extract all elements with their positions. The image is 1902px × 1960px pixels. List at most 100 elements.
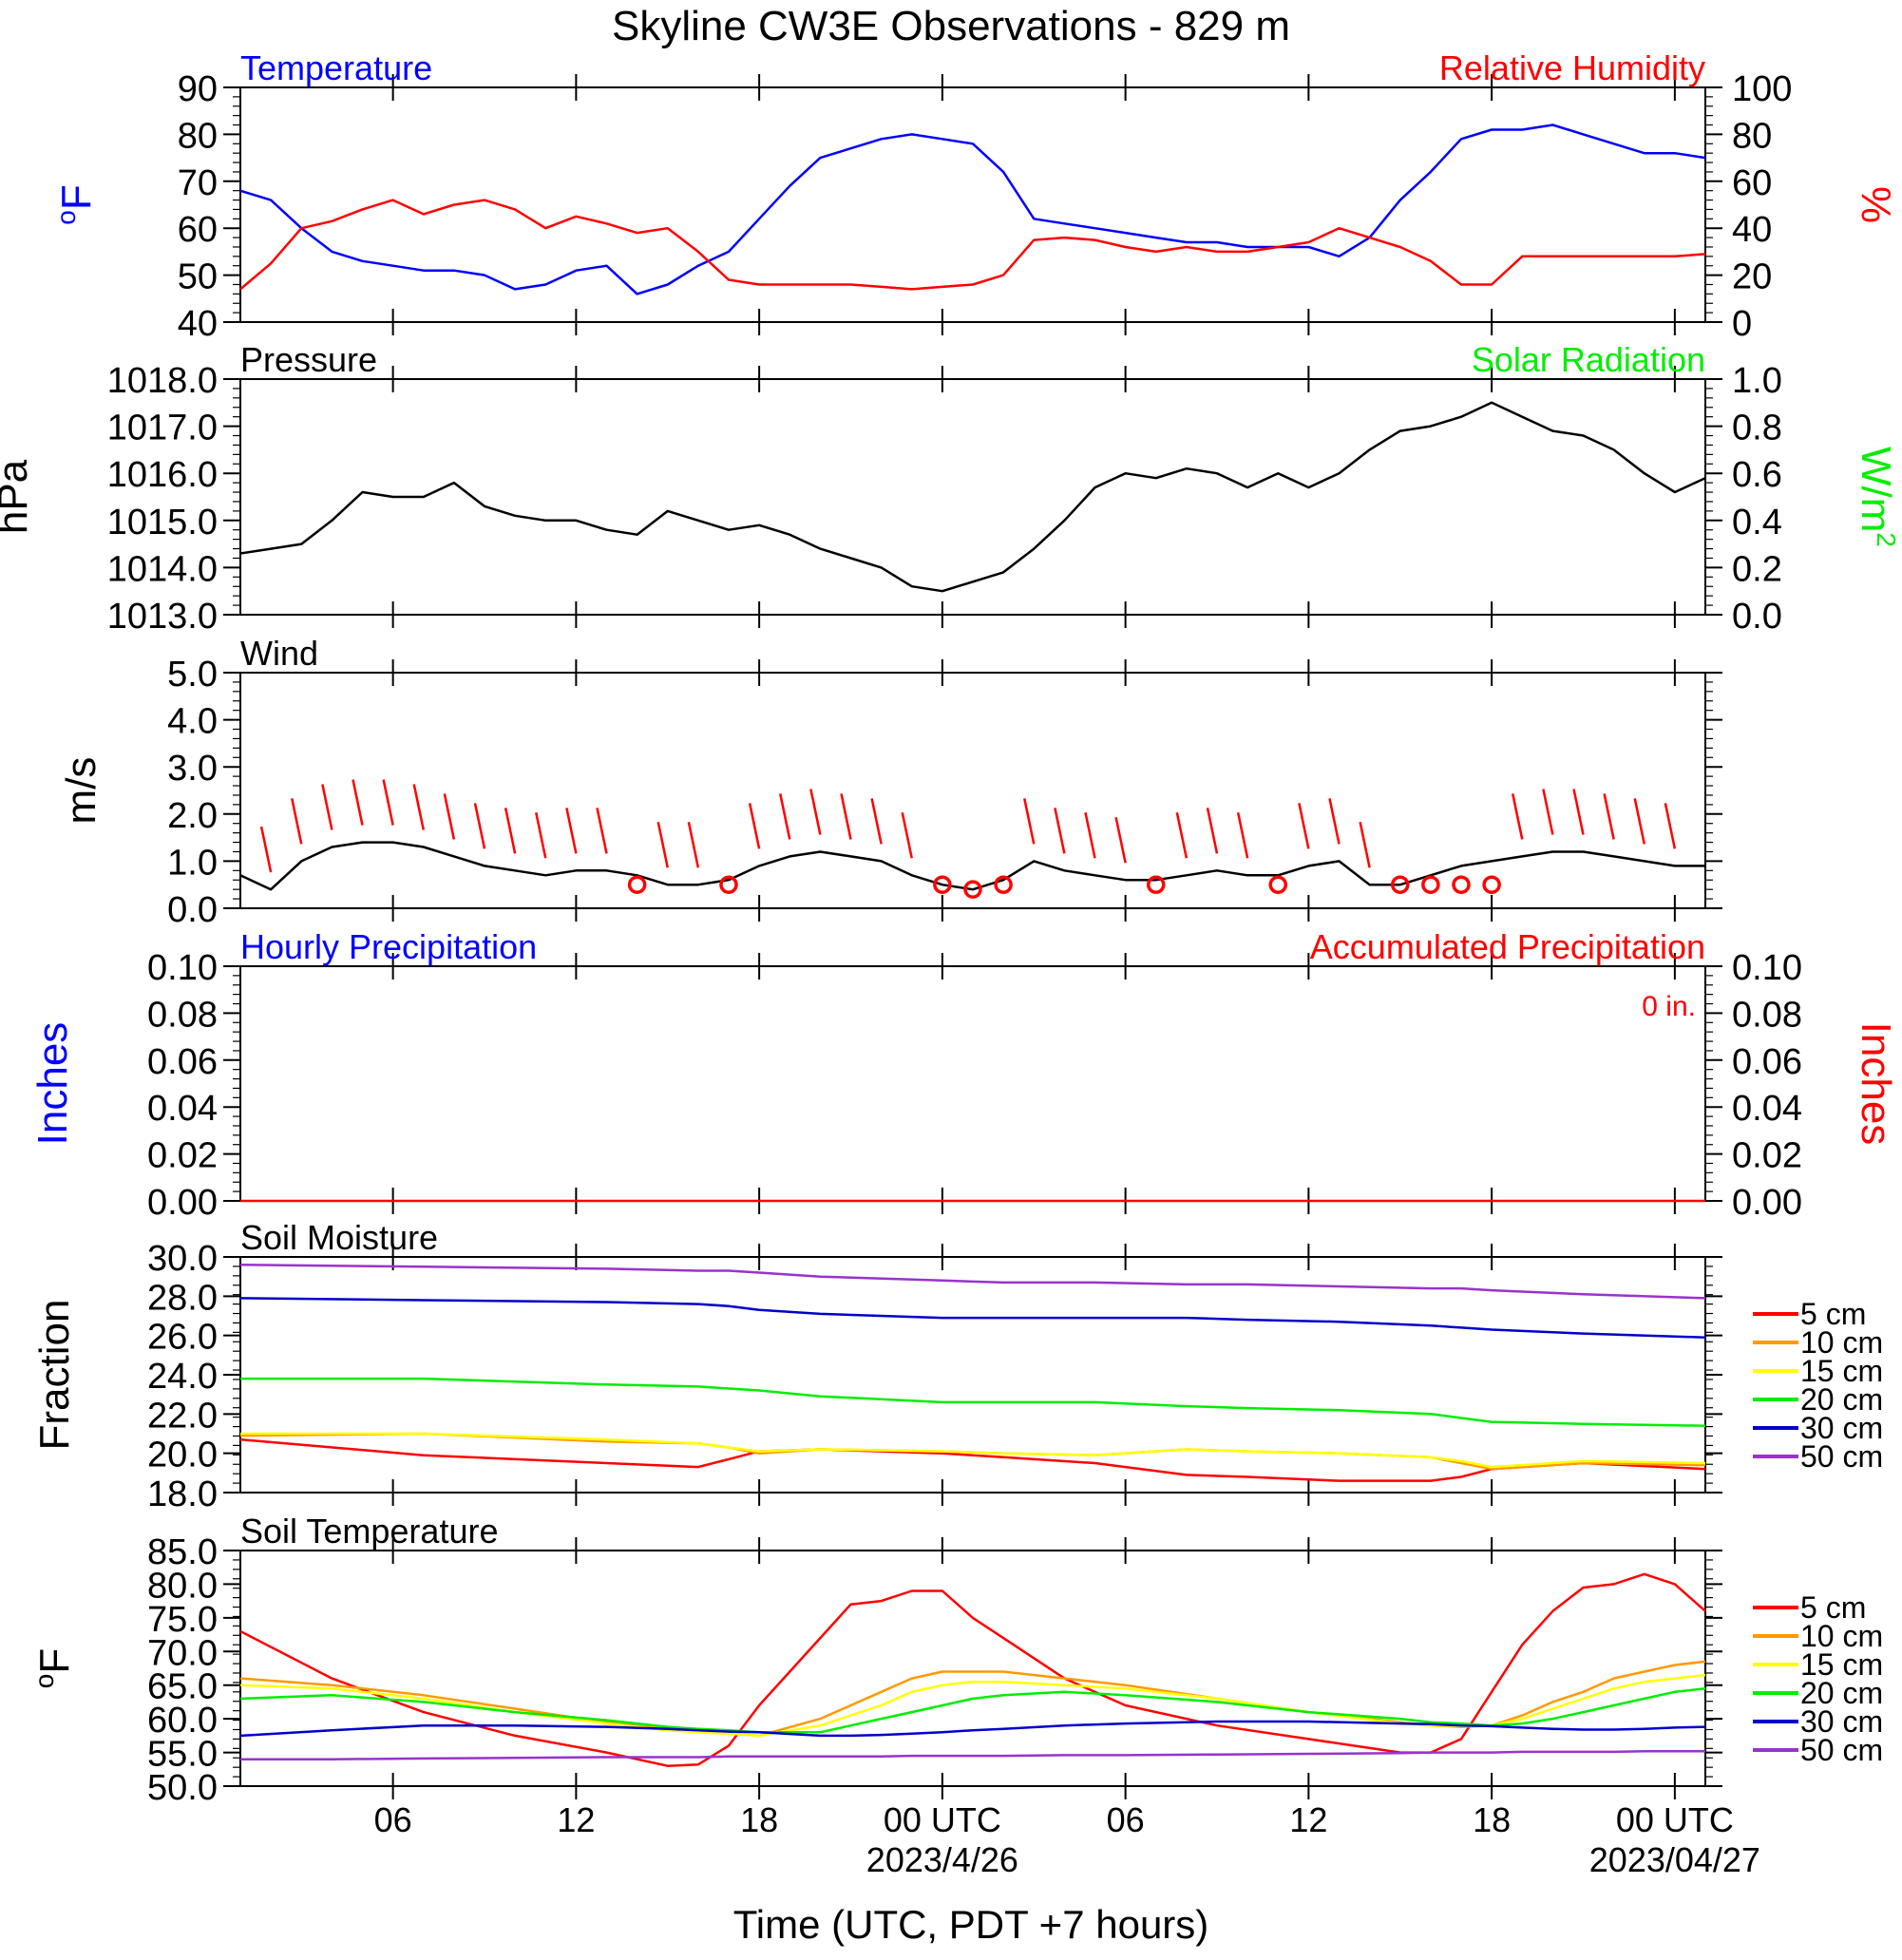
wind-barb (1572, 789, 1585, 835)
unit-base: W/m (1853, 447, 1899, 532)
y-tick-label-right: 0.02 (1732, 1136, 1802, 1176)
x-date-label: 2023/4/26 (866, 1840, 1018, 1879)
wind-barb (382, 779, 394, 826)
y-tick-label-right: 40 (1732, 210, 1772, 250)
legend-label: 30 cm (1800, 1704, 1883, 1739)
x-tick-label: 06 (1107, 1800, 1145, 1839)
y-tick-label-right: 100 (1732, 69, 1792, 109)
y-tick-label: 24.0 (147, 1357, 218, 1397)
panel-6: 85.080.075.070.065.060.055.050.0 Soil Tem… (147, 1512, 1883, 1808)
panel-title-right: Relative Humidity (1439, 48, 1705, 87)
panel-title-left: Soil Moisture (240, 1218, 438, 1257)
unit-letter: F (53, 184, 100, 210)
calm-wind-marker (1421, 875, 1440, 894)
y-tick-label: 85.0 (147, 1532, 218, 1572)
y-tick-label: 1015.0 (107, 503, 218, 542)
wind-barb (596, 808, 608, 854)
legend-label: 50 cm (1800, 1733, 1883, 1767)
y-tick-label: 0.08 (147, 995, 218, 1035)
wind-barb (291, 798, 303, 845)
y-tick-label: 50 (178, 257, 218, 297)
wind-barb (748, 803, 761, 849)
series-line-30-cm (239, 1297, 1706, 1339)
plot-frame (239, 965, 1706, 1202)
y-tick-label: 50.0 (147, 1768, 218, 1808)
y-tick-label: 2.0 (167, 796, 218, 836)
y-tick-label: 22.0 (147, 1396, 218, 1436)
series-line-temperature (239, 124, 1706, 295)
calm-wind-marker (1147, 875, 1166, 894)
y-tick-label: 0.02 (147, 1136, 218, 1176)
unit-letter: F (31, 1648, 78, 1674)
y-tick-label-right: 60 (1732, 163, 1772, 203)
wind-barb (779, 793, 791, 840)
panel-4: 0.10 0.08 0.06 0.04 0.02 0.00 0.10 0.08 0.06 0.04… (147, 927, 1802, 1223)
wind-barb (1206, 808, 1219, 854)
y-tick-label: 70 (178, 163, 218, 203)
series-line-pressure (239, 401, 1706, 593)
y-tick-label: 3.0 (167, 749, 218, 789)
calm-wind-marker (1482, 875, 1501, 894)
y-tick-label-right: 0 (1732, 304, 1752, 344)
wind-barb (473, 803, 486, 849)
wind-barb (321, 784, 333, 830)
wind-barb (1175, 812, 1189, 859)
panel-title-left: Soil Temperature (240, 1512, 498, 1551)
wind-barb (1512, 793, 1524, 840)
y-tick-label: 20.0 (147, 1436, 218, 1475)
series-line-15-cm (239, 1673, 1706, 1738)
x-tick-label: 12 (1289, 1800, 1327, 1839)
y-tick-label-right: 0.08 (1732, 995, 1802, 1035)
wind-barb (1328, 798, 1341, 845)
x-axis-label: Time (UTC, PDT +7 hours) (733, 1902, 1209, 1947)
y-tick-label: 75.0 (147, 1600, 218, 1640)
y-tick-label: 1018.0 (107, 361, 218, 401)
panel-title-right: Solar Radiation (1472, 340, 1705, 379)
wind-barb (352, 779, 364, 826)
x-tick-label: 18 (740, 1800, 778, 1839)
wind-barb (1023, 798, 1036, 845)
y-axis-label: % (1853, 186, 1899, 223)
legend-label: 20 cm (1800, 1382, 1883, 1417)
panel-title-left: Temperature (240, 48, 432, 87)
legend-label: 15 cm (1800, 1354, 1883, 1388)
y-tick-label: 80.0 (147, 1566, 218, 1606)
y-axis-label: hPa (0, 459, 36, 534)
wind-barb (535, 812, 547, 859)
wind-barb (565, 808, 578, 854)
unit-exponent: 2 (1872, 532, 1901, 547)
wind-barb (1114, 816, 1127, 864)
panel-title-left: Pressure (240, 340, 377, 379)
y-tick-label-right: 0.8 (1732, 409, 1782, 448)
series-line-relative-humidity (239, 199, 1706, 291)
legend-label: 50 cm (1800, 1439, 1883, 1474)
legend-label: 15 cm (1800, 1647, 1883, 1682)
y-tick-label-right: 0.10 (1732, 948, 1802, 988)
panel-title-left: Hourly Precipitation (240, 927, 537, 966)
wind-barb (1236, 812, 1249, 859)
y-tick-label: 0.0 (167, 890, 218, 930)
y-tick-label: 0.00 (147, 1183, 218, 1223)
y-tick-label: 18.0 (147, 1475, 218, 1514)
series-line-wind-speed (239, 841, 1705, 891)
wind-barb (504, 808, 517, 854)
y-axis-label: oF (29, 1648, 78, 1688)
y-tick-label: 26.0 (147, 1318, 218, 1358)
wind-barb (1298, 803, 1310, 849)
wind-barb (1664, 803, 1677, 849)
x-tick-label: 00 UTC (884, 1800, 1001, 1839)
y-tick-label-right: 20 (1732, 257, 1772, 297)
wind-barb (259, 826, 273, 873)
y-tick-label-right: 0.00 (1732, 1183, 1802, 1223)
wind-barb (656, 821, 669, 868)
y-tick-label: 80 (178, 116, 218, 156)
calm-wind-marker (933, 875, 952, 894)
y-tick-label-right: 0.0 (1732, 597, 1782, 637)
degree-sign: o (51, 210, 81, 225)
y-tick-label: 0.06 (147, 1042, 218, 1082)
calm-wind-marker (1391, 875, 1410, 894)
calm-wind-marker (1452, 875, 1471, 894)
wind-barb (412, 784, 425, 830)
y-tick-label-right: 0.06 (1732, 1042, 1802, 1082)
